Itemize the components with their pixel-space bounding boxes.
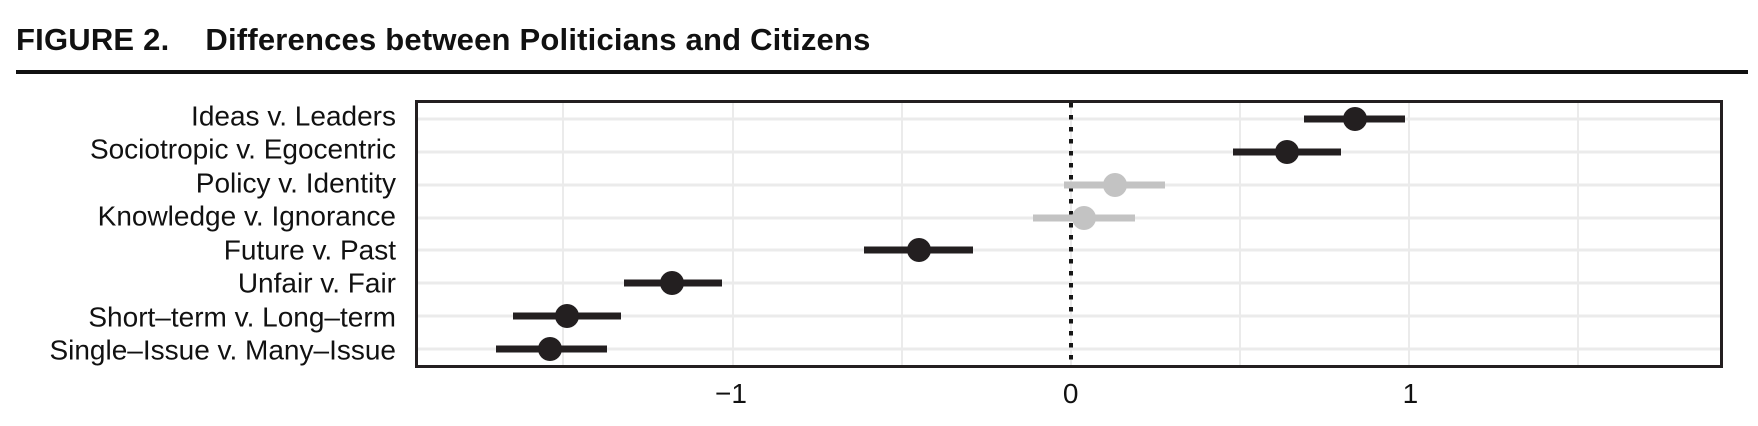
vertical-gridline	[1407, 103, 1410, 365]
estimate-dot	[554, 303, 579, 328]
vertical-gridline	[1238, 103, 1241, 365]
x-axis-tick-label: 0	[1062, 378, 1079, 409]
figure-caption: Differences between Politicians and Citi…	[205, 22, 871, 57]
y-axis-category-label: Future v. Past	[223, 234, 396, 266]
x-axis-labels: −1 0 1	[415, 378, 1723, 418]
y-axis-category-label: Short–term v. Long–term	[88, 301, 396, 333]
estimate-dot	[659, 271, 684, 296]
vertical-gridline	[900, 103, 903, 365]
chart-panel	[415, 100, 1723, 368]
estimate-dot	[1072, 205, 1097, 230]
figure-number-label: FIGURE 2.	[16, 22, 170, 57]
estimate-dot	[1275, 140, 1300, 165]
estimate-dot	[1342, 107, 1367, 132]
zero-reference-line	[1068, 103, 1073, 365]
x-axis-tick-label: 1	[1402, 378, 1419, 409]
title-rule-divider	[16, 70, 1748, 74]
x-axis-tick-label: −1	[714, 378, 747, 409]
vertical-gridline	[731, 103, 734, 365]
y-axis-category-label: Unfair v. Fair	[237, 267, 396, 299]
figure-title: FIGURE 2. Differences between Politicians…	[16, 22, 871, 58]
y-axis-category-label: Policy v. Identity	[195, 167, 396, 199]
y-axis-category-label: Knowledge v. Ignorance	[97, 200, 396, 232]
y-axis-labels: Ideas v. Leaders Sociotropic v. Egocentri…	[0, 100, 404, 368]
estimate-dot	[1102, 172, 1127, 197]
estimate-dot	[906, 238, 931, 263]
vertical-gridline	[1576, 103, 1579, 365]
vertical-gridline	[562, 103, 565, 365]
y-axis-category-label: Single–Issue v. Many–Issue	[49, 334, 396, 366]
estimate-dot	[537, 336, 562, 361]
y-axis-category-label: Ideas v. Leaders	[191, 100, 396, 132]
y-axis-category-label: Sociotropic v. Egocentric	[89, 133, 396, 165]
